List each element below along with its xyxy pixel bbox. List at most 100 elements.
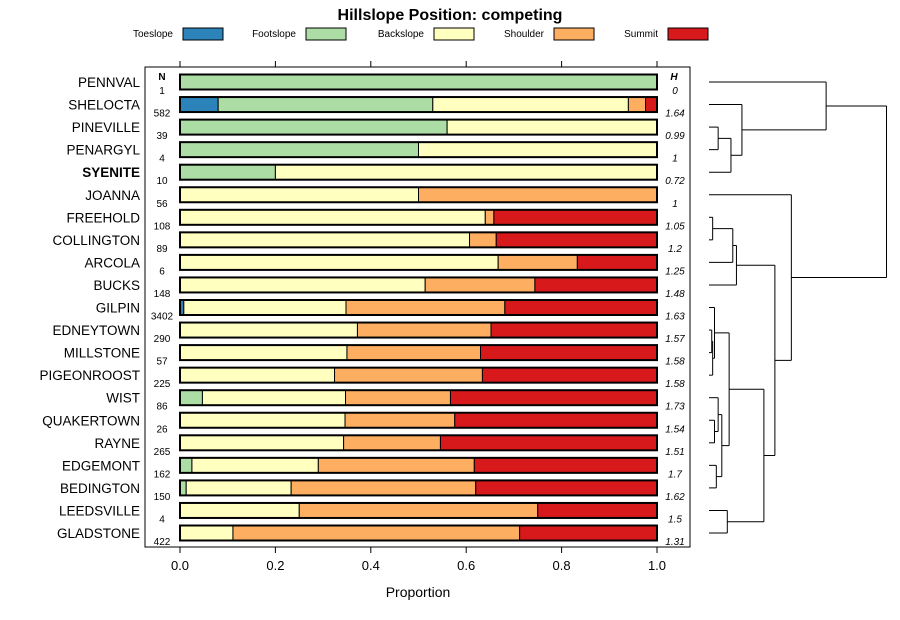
bar-segment-shoulder [317, 457, 475, 474]
bar-outline [179, 434, 658, 452]
h-value: 1.58 [665, 357, 685, 368]
bar-segment-backslope [179, 367, 336, 384]
bar-segment-summit [473, 457, 658, 474]
bar-segment-backslope [179, 412, 346, 429]
legend-label-toeslope: Toeslope [133, 29, 173, 40]
row-collington: COLLINGTON 89 1.2 [52, 231, 682, 255]
bar-segment-backslope [185, 479, 292, 496]
bar-segment-shoulder [497, 254, 578, 271]
category-label: GLADSTONE [57, 526, 140, 541]
bar-segment-shoulder [344, 412, 456, 429]
bar-segment-backslope [191, 457, 319, 474]
bar-outline [179, 208, 658, 226]
bar-segment-shoulder [290, 479, 477, 496]
bar-outline [179, 456, 658, 474]
legend-swatch-summit [667, 27, 709, 41]
bar-segment-shoulder [627, 96, 647, 113]
n-value: 89 [156, 244, 168, 255]
category-label: ARCOLA [84, 255, 140, 270]
n-value: 108 [154, 221, 171, 232]
legend-swatch-backslope [433, 27, 475, 41]
n-value: 422 [154, 537, 171, 548]
legend-label-summit: Summit [624, 29, 658, 40]
bar-outline [179, 141, 658, 159]
bar-segment-summit [449, 389, 658, 406]
bar-outline [179, 299, 658, 316]
h-value: 1.7 [668, 469, 682, 480]
bar-outline [179, 253, 658, 271]
row-arcola: ARCOLA 6 1.25 [84, 253, 685, 277]
row-bucks: BUCKS 148 1.48 [93, 276, 685, 300]
category-label: PINEVILLE [72, 120, 140, 135]
bar-segment-backslope [179, 231, 471, 248]
category-label: QUAKERTOWN [42, 413, 140, 428]
h-value: 1.58 [665, 379, 685, 390]
bar-outline [179, 501, 658, 519]
bar-outline [179, 524, 658, 542]
plot-frame [144, 66, 691, 548]
h-value: 1.63 [665, 312, 685, 323]
h-value: 1.31 [665, 537, 684, 548]
bar-segment-footslope [217, 96, 434, 113]
bar-segment-backslope [179, 254, 499, 271]
bar-outline [179, 321, 658, 339]
h-value: 1.2 [668, 244, 682, 255]
bar-segment-backslope [179, 186, 419, 203]
h-value: 1.51 [665, 447, 684, 458]
chart-title: Hillslope Position: competing [338, 7, 563, 24]
bar-segment-footslope [179, 119, 448, 136]
h-value: 0.99 [665, 131, 685, 142]
x-tick-label: 0.4 [362, 558, 380, 573]
bar-segment-summit [475, 479, 658, 496]
bar-segment-summit [480, 344, 658, 361]
x-tick-label: 0.2 [266, 558, 284, 573]
n-value: 290 [154, 334, 171, 345]
h-value: 0.72 [665, 176, 685, 187]
bar-segment-summit [439, 434, 658, 451]
n-value: 225 [154, 379, 171, 390]
h-value: 1.25 [665, 266, 685, 277]
n-header: N [158, 72, 165, 83]
n-value: 4 [159, 514, 165, 525]
bar-segment-summit [495, 231, 658, 248]
row-rayne: RAYNE 265 1.51 [94, 434, 685, 458]
bar-segment-shoulder [356, 322, 492, 339]
bar-segment-summit [576, 254, 658, 271]
n-value: 26 [156, 424, 168, 435]
legend-label-footslope: Footslope [252, 29, 296, 40]
n-value: 86 [156, 402, 168, 413]
row-pineville: PINEVILLE 39 0.99 [72, 118, 685, 142]
n-value: 1 [159, 86, 165, 97]
bar-segment-shoulder [232, 525, 521, 541]
legend-label-shoulder: Shoulder [504, 29, 545, 40]
x-tick-label: 0.8 [553, 558, 571, 573]
bar-outline [179, 479, 658, 497]
bar-segment-backslope [179, 322, 358, 339]
row-gilpin: GILPIN 3402 1.63 [96, 299, 685, 323]
bar-segment-backslope [179, 434, 345, 451]
bar-segment-backslope [418, 141, 658, 158]
h-value: 1.05 [665, 221, 685, 232]
row-pigeonroost: PIGEONROOST 225 1.58 [39, 366, 685, 390]
n-value: 4 [159, 154, 165, 165]
bar-segment-summit [454, 412, 658, 429]
bar-segment-summit [493, 209, 658, 226]
n-value: 265 [154, 447, 171, 458]
row-freehold: FREEHOLD 108 1.05 [66, 208, 685, 232]
x-tick-label: 0.0 [171, 558, 189, 573]
bar-segment-backslope [179, 344, 348, 361]
h-value: 1 [672, 154, 678, 165]
dendrogram [709, 81, 888, 534]
category-label: BEDINGTON [60, 481, 140, 496]
category-label: FREEHOLD [66, 210, 140, 225]
n-value: 582 [154, 109, 171, 120]
bar-outline [179, 118, 658, 136]
bar-outline [179, 366, 658, 384]
bar-segment-summit [490, 322, 658, 339]
category-label: PENNVAL [78, 75, 141, 90]
x-tick-label: 1.0 [648, 558, 666, 573]
n-value: 162 [154, 469, 171, 480]
bar-outline [179, 186, 658, 204]
h-value: 1.48 [665, 289, 685, 300]
